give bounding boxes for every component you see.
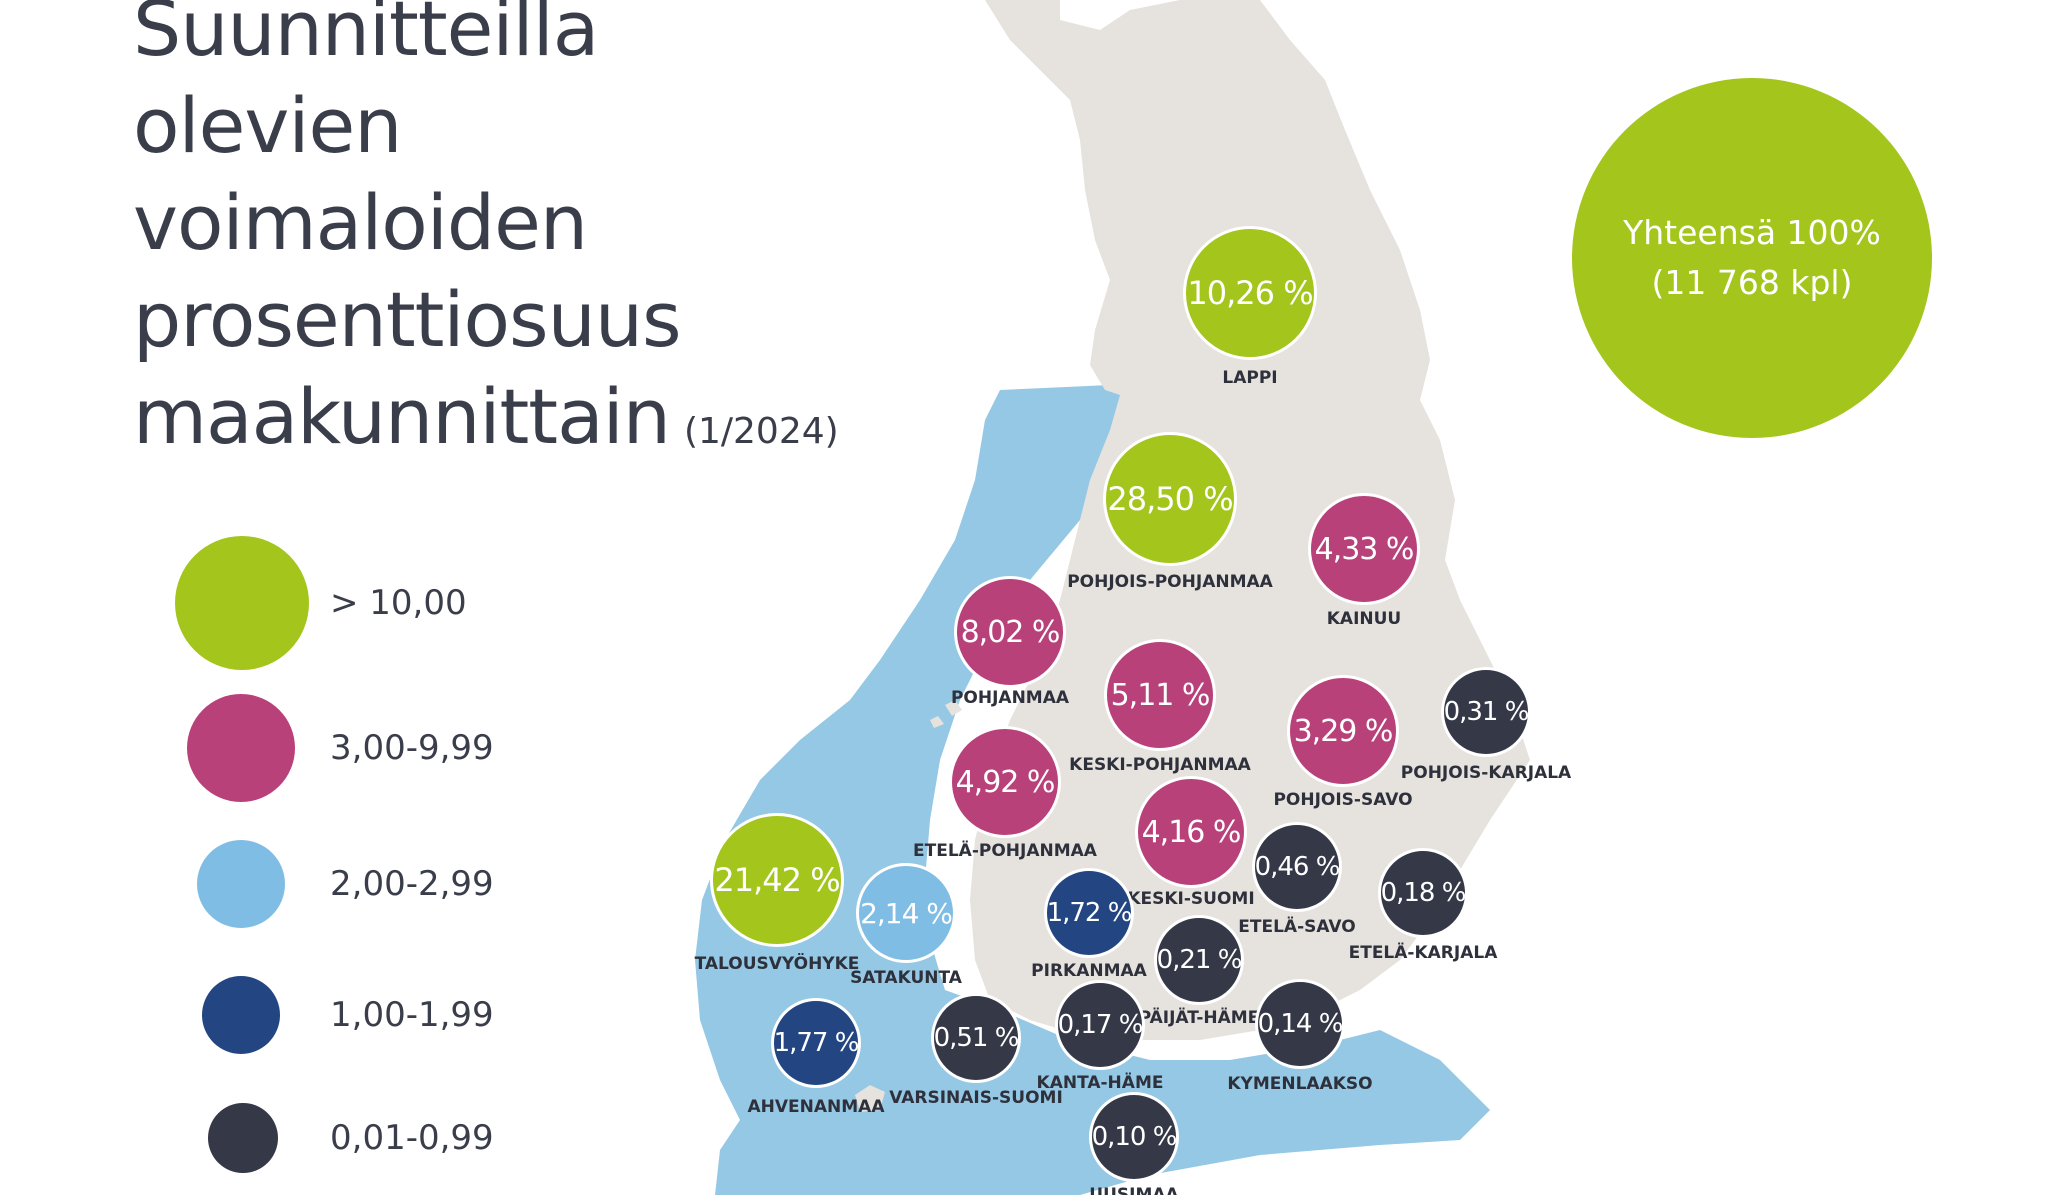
title-line: prosenttiosuus [133,275,682,364]
title-date: (1/2024) [683,411,839,452]
region-name: UUSIMAA [1089,1185,1179,1195]
legend-swatch [187,694,295,802]
value-bubble: 2,14 % [856,863,956,963]
region-name: KESKI-SUOMI [1127,889,1255,909]
value-bubble: 10,26 % [1183,226,1317,360]
region-name: KANTA-HÄME [1036,1073,1164,1093]
region-name: KESKI-POHJANMAA [1069,755,1251,775]
total-circle: Yhteensä 100% (11 768 kpl) [1572,78,1932,438]
region-name: PIRKANMAA [1031,961,1147,981]
region-name: SATAKUNTA [850,968,962,988]
land-area [970,0,1530,1040]
region-name: LAPPI [1222,368,1278,388]
value-bubble: 0,18 % [1378,848,1468,938]
value-bubble: 0,10 % [1089,1092,1179,1182]
value-bubble: 4,92 % [949,726,1061,838]
value-bubble: 0,21 % [1154,915,1244,1005]
title-line: olevien [133,81,402,170]
sea-area [695,385,1490,1195]
legend-label: 1,00-1,99 [330,995,494,1035]
region-name: ETELÄ-KARJALA [1348,943,1498,963]
region-name: KYMENLAAKSO [1227,1074,1373,1094]
legend-swatch [175,536,309,670]
region-name: VARSINAIS-SUOMI [889,1088,1063,1108]
total-count: (11 768 kpl) [1651,263,1853,302]
title-line: voimaloiden [133,178,588,267]
value-bubble: 0,51 % [931,993,1021,1083]
value-bubble: 8,02 % [954,576,1066,688]
region-name: PÄIJÄT-HÄME [1138,1008,1260,1028]
value-bubble: 1,72 % [1044,868,1134,958]
legend-label: 0,01-0,99 [330,1118,494,1158]
region-name: POHJOIS-SAVO [1273,790,1413,810]
page-title: Suunnitteilla olevien voimaloiden prosen… [133,0,839,480]
legend-label: 3,00-9,99 [330,728,494,768]
region-name: AHVENANMAA [747,1097,885,1117]
value-bubble: 5,11 % [1104,639,1216,751]
value-bubble: 0,17 % [1055,980,1145,1070]
legend-label: 2,00-2,99 [330,864,494,904]
legend-swatch [208,1103,278,1173]
total-label: Yhteensä 100% [1623,213,1881,252]
region-name: ETELÄ-SAVO [1238,917,1356,937]
value-bubble: 21,42 % [710,813,844,947]
region-name: TALOUSVYÖHYKE [694,954,860,974]
legend-swatch [197,840,285,928]
region-name: POHJOIS-KARJALA [1400,763,1572,783]
value-bubble: 1,77 % [771,998,861,1088]
value-bubble: 0,14 % [1255,979,1345,1069]
legend-swatch [202,976,280,1054]
value-bubble: 28,50 % [1103,432,1237,566]
value-bubble: 3,29 % [1287,675,1399,787]
title-line-text: maakunnittain [133,372,671,461]
region-name: POHJANMAA [950,688,1070,708]
value-bubble: 4,16 % [1135,776,1247,888]
region-name: ETELÄ-POHJANMAA [913,841,1097,861]
value-bubble: 4,33 % [1308,493,1420,605]
region-name: POHJOIS-POHJANMAA [1067,572,1273,592]
value-bubble: 0,46 % [1252,822,1342,912]
legend-label: > 10,00 [330,583,467,623]
title-line: maakunnittain (1/2024) [133,368,839,480]
region-name: KAINUU [1326,609,1402,629]
value-bubble: 0,31 % [1441,667,1531,757]
title-line: Suunnitteilla [133,0,599,73]
